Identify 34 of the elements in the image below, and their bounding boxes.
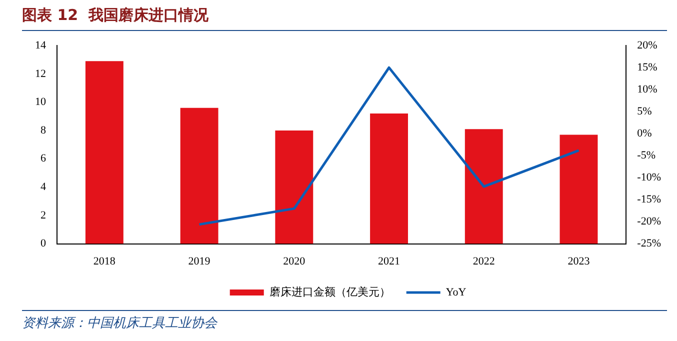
legend-label: YoY — [446, 286, 466, 298]
x-tick-label: 2022 — [472, 255, 495, 268]
y2-tick-label: 15% — [637, 62, 658, 74]
x-tick-label: 2021 — [378, 255, 400, 268]
bar — [464, 129, 503, 244]
y-tick-label: 6 — [40, 152, 46, 165]
y2-tick-label: -20% — [637, 216, 661, 228]
y2-tick-label: -15% — [637, 194, 661, 206]
y-tick-label: 10 — [35, 96, 46, 108]
y2-tick-label: 0% — [637, 128, 652, 140]
bar — [180, 108, 218, 244]
legend-label: 磨床进口金额（亿美元） — [269, 285, 390, 298]
y2-tick-label: -5% — [637, 150, 656, 162]
y-tick-label: 14 — [35, 39, 46, 52]
bar — [275, 130, 314, 244]
x-tick-label: 2018 — [93, 255, 116, 268]
x-tick-label: 2023 — [568, 255, 590, 268]
text: 资料来源：中国机床工具工业协会 — [22, 315, 217, 332]
x-tick-label: 2020 — [283, 255, 306, 268]
y-tick-label: 0 — [40, 238, 46, 250]
y-tick-label: 8 — [40, 124, 46, 136]
y-tick-label: 12 — [35, 68, 46, 80]
y-tick-label: 4 — [40, 181, 46, 194]
y2-tick-label: 5% — [637, 106, 652, 118]
x-tick-label: 2019 — [188, 255, 211, 268]
bar — [85, 61, 124, 244]
y2-tick-label: -25% — [637, 238, 661, 250]
bar — [560, 134, 598, 244]
bar — [370, 114, 408, 244]
y2-tick-label: 10% — [637, 84, 658, 96]
y2-tick-label: 20% — [637, 39, 658, 52]
y2-tick-label: -10% — [637, 172, 661, 184]
chart-title: 图表 12 我国磨床进口情况 — [22, 6, 209, 25]
y-tick-label: 2 — [40, 209, 46, 222]
